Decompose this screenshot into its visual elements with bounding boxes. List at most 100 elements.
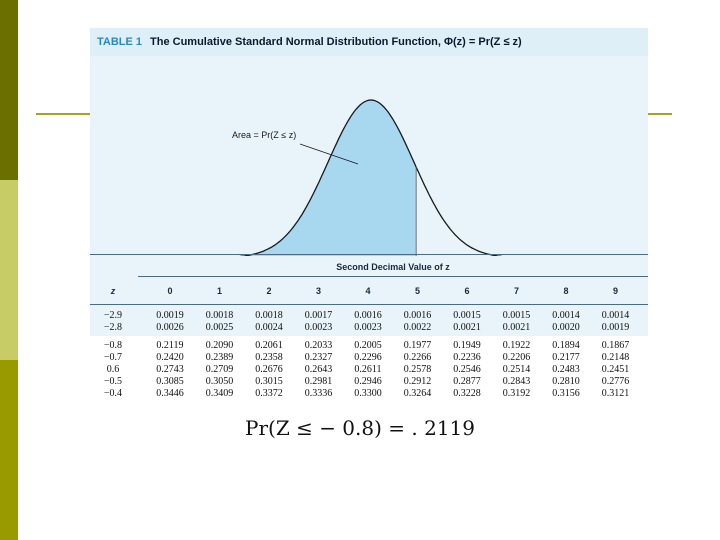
left-accent-bar-bottom [0, 360, 18, 540]
table-cell: 0.0014 [552, 310, 580, 321]
table-cell: 0.0023 [304, 322, 333, 333]
column-header-9: 9 [612, 286, 618, 296]
table-tag: TABLE 1 [97, 36, 143, 48]
table-cell: 0.3015 [255, 376, 283, 387]
table-cell: 0.3050 [205, 376, 234, 387]
table-cell: 0.0016 [354, 310, 382, 321]
table-cell: 0.2236 [453, 352, 481, 363]
normal-curve-chart: Area = Pr(Z ≤ z) 0 z [90, 56, 648, 282]
table-cell: 0.3409 [205, 388, 234, 399]
column-header-3: 3 [315, 286, 321, 296]
table-cell: 0.2514 [502, 364, 531, 375]
table-cell: 0.0024 [255, 322, 283, 333]
table-cell: 0.2148 [601, 352, 630, 363]
normal-table-image: TABLE 1 The Cumulative Standard Normal Di… [90, 28, 648, 402]
table-cell: 0.1867 [601, 340, 630, 351]
table-cell: 0.2177 [552, 352, 580, 363]
table-cell: 0.0021 [502, 322, 531, 333]
table-cell: 0.0017 [304, 310, 333, 321]
second-decimal-label: Second Decimal Value of z [336, 262, 450, 272]
table-row: −2.8 0.0026 0.0025 0.0024 0.0023 0.0023 0.0022… [90, 322, 648, 334]
row-z-value: −0.7 [103, 352, 123, 363]
table-cell: 0.0019 [601, 322, 630, 333]
row-z-value: −0.5 [103, 376, 123, 387]
table-cell: 0.0015 [502, 310, 531, 321]
table-row: −2.9 0.0019 0.0018 0.0018 0.0017 0.0016 0.0016… [90, 310, 648, 322]
table-cell: 0.2843 [502, 376, 531, 387]
table-cell: 0.1949 [453, 340, 481, 351]
column-header-rule [90, 304, 648, 305]
row-z-value: 0.6 [106, 364, 120, 375]
slide-rule-left [36, 113, 90, 115]
table-cell: 0.0020 [552, 322, 580, 333]
table-cell: 0.0023 [354, 322, 382, 333]
table-top-rule [90, 254, 648, 255]
table-cell: 0.2119 [156, 340, 184, 351]
table-cell: 0.1894 [552, 340, 580, 351]
table-cell: 0.2296 [354, 352, 382, 363]
column-header-row: z 0 1 2 3 4 5 6 7 8 9 [90, 286, 648, 300]
table-cell: 0.2709 [205, 364, 234, 375]
table-cell: 0.3156 [552, 388, 580, 399]
table-row: −0.7 0.2420 0.2389 0.2358 0.2327 0.2296 0.2266… [90, 352, 648, 364]
area-label: Area = Pr(Z ≤ z) [232, 130, 296, 140]
slide-rule-right [648, 113, 672, 115]
table-row: 0.6 0.2743 0.2709 0.2676 0.2643 0.2611 0.2578 0… [90, 364, 648, 376]
table-cell: 0.2061 [255, 340, 283, 351]
row-z-value: −0.4 [103, 388, 123, 399]
table-row: −0.4 0.3446 0.3409 0.3372 0.3336 0.3300 0.3264… [90, 388, 648, 400]
table-cell: 0.2483 [552, 364, 580, 375]
table-cell: 0.0025 [205, 322, 234, 333]
table-cell: 0.2005 [354, 340, 382, 351]
table-cell: 0.2206 [502, 352, 531, 363]
area-label-leader [299, 143, 359, 165]
table-header-band [90, 256, 648, 336]
normal-curve-svg: Area = Pr(Z ≤ z) 0 z [222, 99, 520, 274]
table-cell: 0.2327 [304, 352, 333, 363]
table-cell: 0.0019 [156, 310, 184, 321]
table-cell: 0.3121 [601, 388, 630, 399]
table-cell: 0.2033 [304, 340, 333, 351]
table-cell: 0.2090 [205, 340, 234, 351]
table-cell: 0.2676 [255, 364, 283, 375]
column-header-8: 8 [563, 286, 569, 296]
table-cell: 0.0016 [403, 310, 432, 321]
table-cell: 0.2578 [403, 364, 432, 375]
table-cell: 0.0022 [403, 322, 432, 333]
table-cell: 0.3085 [156, 376, 184, 387]
table-title: TABLE 1 The Cumulative Standard Normal Di… [97, 36, 522, 48]
table-cell: 0.2877 [453, 376, 481, 387]
table-cell: 0.3336 [304, 388, 333, 399]
table-row: −0.8 0.2119 0.2090 0.2061 0.2033 0.2005 0.1977… [90, 340, 648, 352]
table-cell: 0.2643 [304, 364, 333, 375]
table-cell: 0.2946 [354, 376, 382, 387]
table-cell: 0.3264 [403, 388, 432, 399]
table-cell: 0.0021 [453, 322, 481, 333]
column-header-z: z [110, 286, 116, 296]
table-cell: 0.3372 [255, 388, 283, 399]
table-row: −0.5 0.3085 0.3050 0.3015 0.2981 0.2946 0.2912… [90, 376, 648, 388]
slide-caption: Pr(Z ≤ − 0.8) = . 2119 [245, 416, 475, 440]
table-cell: 0.2776 [601, 376, 630, 387]
table-cell: 0.2420 [156, 352, 184, 363]
table-cell: 0.2389 [205, 352, 234, 363]
column-header-4: 4 [365, 286, 371, 296]
table-cell: 0.0014 [601, 310, 630, 321]
table-cell: 0.0015 [453, 310, 481, 321]
table-cell: 0.2546 [453, 364, 481, 375]
left-accent-bar-top [0, 0, 18, 180]
table-cell: 0.2912 [403, 376, 432, 387]
second-decimal-rule [138, 276, 648, 277]
column-header-0: 0 [167, 286, 173, 296]
row-z-value: −2.8 [103, 322, 123, 333]
column-header-6: 6 [464, 286, 470, 296]
table-cell: 0.0018 [205, 310, 234, 321]
table-cell: 0.2451 [601, 364, 630, 375]
table-cell: 0.1977 [403, 340, 432, 351]
table-cell: 0.3192 [502, 388, 531, 399]
table-cell: 0.2743 [156, 364, 184, 375]
table-title-row: TABLE 1 The Cumulative Standard Normal Di… [90, 28, 648, 56]
row-z-value: −0.8 [103, 340, 123, 351]
table-cell: 0.0026 [156, 322, 184, 333]
row-z-value: −2.9 [103, 310, 123, 321]
